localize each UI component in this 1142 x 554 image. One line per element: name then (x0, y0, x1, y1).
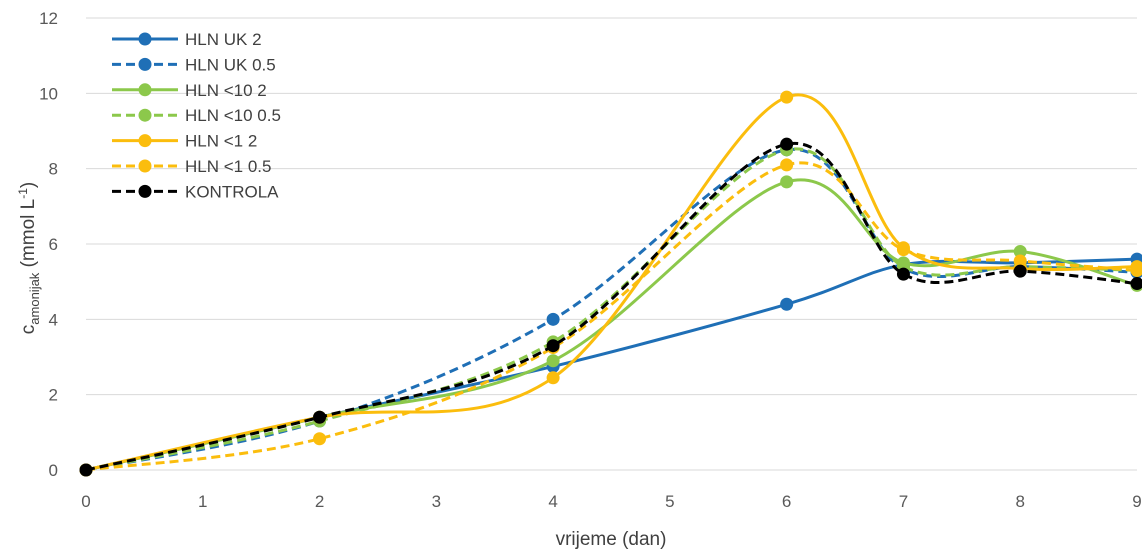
series-layer (79, 90, 1142, 477)
x-tick-label: 2 (315, 492, 324, 511)
data-point (1013, 245, 1027, 259)
legend-label: HLN <1 0.5 (185, 157, 271, 176)
y-tick-label: 8 (49, 160, 58, 179)
legend-marker (138, 32, 152, 46)
legend: HLN UK 2 HLN UK 0.5 HLN <10 2 HLN <10 0.5 HL… (112, 30, 281, 201)
x-tick-label: 8 (1015, 492, 1024, 511)
y-tick-label: 6 (49, 235, 58, 254)
data-point (780, 297, 794, 311)
series-line (85, 141, 1138, 472)
legend-item: HLN <10 2 (112, 81, 267, 100)
data-point (896, 267, 910, 281)
y-tick-label: 2 (49, 386, 58, 405)
data-point (546, 371, 560, 385)
x-tick-label: 4 (548, 492, 557, 511)
data-point (79, 463, 93, 477)
legend-label: HLN UK 2 (185, 30, 262, 49)
data-point (780, 158, 794, 172)
data-point (546, 354, 560, 368)
legend-label: HLN <10 2 (185, 81, 267, 100)
data-point (780, 175, 794, 189)
x-tick-label: 6 (782, 492, 791, 511)
x-tick-label: 1 (198, 492, 207, 511)
y-tick-label: 12 (39, 9, 58, 28)
y-tick-labels: 0 2 4 6 8 10 12 (39, 9, 58, 480)
x-tick-label: 5 (665, 492, 674, 511)
legend-marker (138, 57, 152, 71)
legend-item: HLN <10 0.5 (112, 106, 281, 125)
legend-item: HLN <1 0.5 (112, 157, 271, 176)
data-point (1130, 263, 1142, 277)
series-6 (79, 137, 1142, 477)
x-tick-label: 0 (81, 492, 90, 511)
legend-marker (138, 184, 152, 198)
legend-label: HLN UK 0.5 (185, 55, 276, 74)
legend-item: HLN <1 2 (112, 132, 257, 151)
data-point (546, 312, 560, 326)
y-tick-label: 0 (49, 461, 58, 480)
y-axis-title-unit-exponent: -1 (16, 188, 30, 199)
data-point (1013, 264, 1027, 278)
legend-item: HLN UK 2 (112, 30, 262, 49)
x-tick-label: 3 (432, 492, 441, 511)
y-tick-label: 10 (39, 84, 58, 103)
x-tick-label: 7 (899, 492, 908, 511)
legend-marker (138, 83, 152, 97)
y-tick-label: 4 (49, 310, 58, 329)
y-axis-title: camonijak (mmol L-1) (16, 182, 42, 334)
data-point (1130, 277, 1142, 291)
series-line (85, 178, 1138, 472)
x-axis-title: vrijeme (dan) (556, 529, 667, 550)
legend-label: HLN <10 0.5 (185, 106, 281, 125)
y-axis-title-main: c (18, 325, 39, 335)
legend-marker (138, 134, 152, 148)
series-2 (79, 175, 1142, 477)
legend-label: HLN <1 2 (185, 132, 257, 151)
data-point (780, 90, 794, 104)
y-axis-title-subscript: amonijak (27, 272, 42, 325)
data-point (896, 243, 910, 257)
legend-label: KONTROLA (185, 182, 279, 201)
legend-item: HLN UK 0.5 (112, 55, 276, 74)
y-axis-title-unit-close: ) (18, 182, 39, 188)
data-point (313, 410, 327, 424)
series-line (85, 161, 1138, 472)
legend-marker (138, 108, 152, 122)
y-axis-title-unit: (mmol L (18, 199, 39, 273)
legend-marker (138, 159, 152, 173)
data-point (780, 137, 794, 151)
x-tick-labels: 0 1 2 3 4 5 6 7 8 9 (81, 492, 1141, 511)
legend-item: KONTROLA (112, 182, 279, 201)
data-point (313, 432, 327, 446)
series-line (85, 93, 1138, 472)
data-point (546, 339, 560, 353)
data-point (1013, 254, 1027, 268)
x-tick-label: 9 (1132, 492, 1141, 511)
